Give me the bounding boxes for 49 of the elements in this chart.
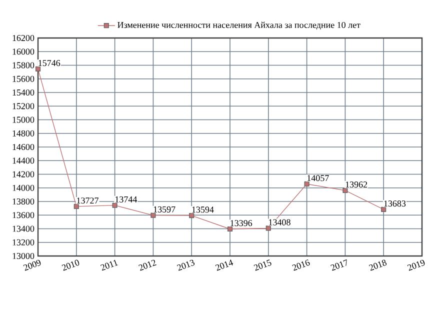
- point: [304, 181, 310, 187]
- point: [266, 226, 271, 231]
- x-tick-label: 2011: [100, 260, 118, 271]
- data-label: 15746: [38, 60, 60, 66]
- data-label: 14057: [307, 175, 329, 182]
- x-tick-label: 2016: [292, 260, 310, 271]
- y-tick-label: 15200: [12, 103, 34, 110]
- x-tick-label: 2014: [215, 260, 234, 271]
- y-tick-label: 15400: [12, 89, 34, 96]
- data-label: 13597: [154, 206, 176, 212]
- y-tick-label: 14600: [12, 144, 34, 150]
- x-tick-label: 2009: [23, 260, 41, 271]
- y-tick-label: 14000: [12, 184, 34, 191]
- y-tick-label: 13200: [12, 239, 34, 246]
- x-tick-label: 2012: [138, 260, 156, 271]
- y-tick-label: 15600: [12, 76, 34, 82]
- y-tick-label: 13600: [12, 212, 34, 218]
- legend-label: Изменение численности населения Айхала за последние 10 лет: [118, 22, 360, 30]
- data-label: 13594: [192, 206, 214, 213]
- y-tick-label: 14400: [12, 158, 34, 164]
- data-label: 13744: [115, 196, 138, 202]
- point: [35, 66, 41, 72]
- data-label: 13962: [346, 182, 368, 188]
- x-tick-label: 2017: [330, 259, 347, 271]
- y-tick-label: 13400: [12, 226, 34, 232]
- y-tick-label: 16200: [12, 34, 34, 42]
- x-tick-label: 2018: [368, 260, 387, 271]
- y-tick-label: 13800: [12, 198, 34, 205]
- y-tick-label: 14200: [12, 171, 34, 178]
- data-label: 13727: [77, 198, 98, 204]
- point: [227, 226, 233, 232]
- y-tick-label: 16000: [12, 48, 34, 55]
- y-tick-label: 15000: [12, 116, 34, 123]
- x-tick-label: 2019: [407, 260, 425, 271]
- y-tick-label: 15800: [12, 62, 34, 68]
- data-label: 13683: [384, 200, 406, 207]
- point: [381, 206, 386, 212]
- data-label: 13408: [269, 219, 290, 226]
- point: [189, 212, 194, 218]
- y-tick-label: 14800: [12, 130, 34, 136]
- x-tick-label: 2015: [254, 260, 272, 271]
- point: [342, 188, 348, 193]
- x-tick-label: 2010: [62, 260, 80, 271]
- point: [150, 212, 156, 218]
- x-tick-label: 2013: [176, 260, 195, 271]
- data-label: 13396: [230, 220, 252, 226]
- point: [112, 202, 118, 208]
- y-tick-label: 13000: [12, 252, 34, 260]
- point: [74, 204, 79, 210]
